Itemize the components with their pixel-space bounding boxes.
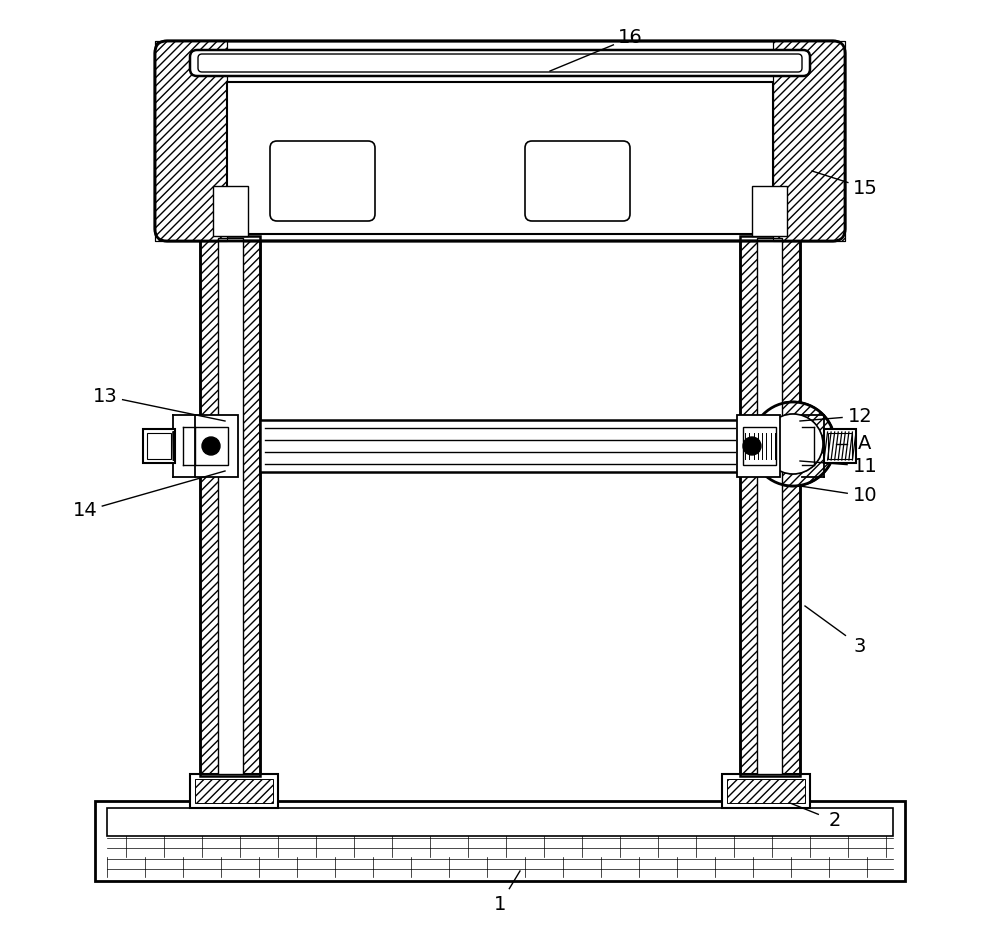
Circle shape [763,414,823,474]
Bar [107,808,893,836]
Bar [190,774,278,808]
Bar [213,186,248,236]
Circle shape [751,402,835,486]
Bar [195,427,228,465]
FancyBboxPatch shape [270,141,375,221]
Text: 2: 2 [829,811,841,831]
Text: 3: 3 [854,636,866,656]
Text: 11: 11 [853,457,877,475]
Bar [200,236,260,776]
Bar [773,41,845,241]
Text: 1: 1 [494,895,506,914]
Bar [195,415,238,477]
Bar [218,238,243,774]
Bar [743,427,776,465]
Text: 16: 16 [618,29,642,47]
Wedge shape [751,402,835,486]
Text: 10: 10 [853,486,877,506]
Bar [227,82,773,234]
FancyBboxPatch shape [198,54,802,72]
Bar [147,433,171,459]
Bar [737,415,780,477]
Bar [727,779,805,803]
Text: 14: 14 [73,502,97,520]
Bar [773,41,845,241]
Bar [824,429,856,463]
Circle shape [743,437,761,455]
Bar [752,186,787,236]
FancyBboxPatch shape [525,141,630,221]
Bar [143,429,175,463]
Text: 13: 13 [93,386,117,406]
FancyBboxPatch shape [190,50,810,76]
Text: A: A [858,434,872,454]
Bar [155,41,227,241]
Bar [195,779,273,803]
Bar [828,433,852,459]
Circle shape [202,437,220,455]
Bar [722,774,810,808]
Bar [740,236,800,776]
Bar [260,420,740,472]
Text: 15: 15 [853,179,877,197]
FancyBboxPatch shape [155,41,845,241]
Bar [757,238,782,774]
Bar [740,236,800,776]
Bar [155,41,227,241]
Bar [200,236,260,776]
Bar [95,801,905,881]
Text: 12: 12 [848,407,872,426]
